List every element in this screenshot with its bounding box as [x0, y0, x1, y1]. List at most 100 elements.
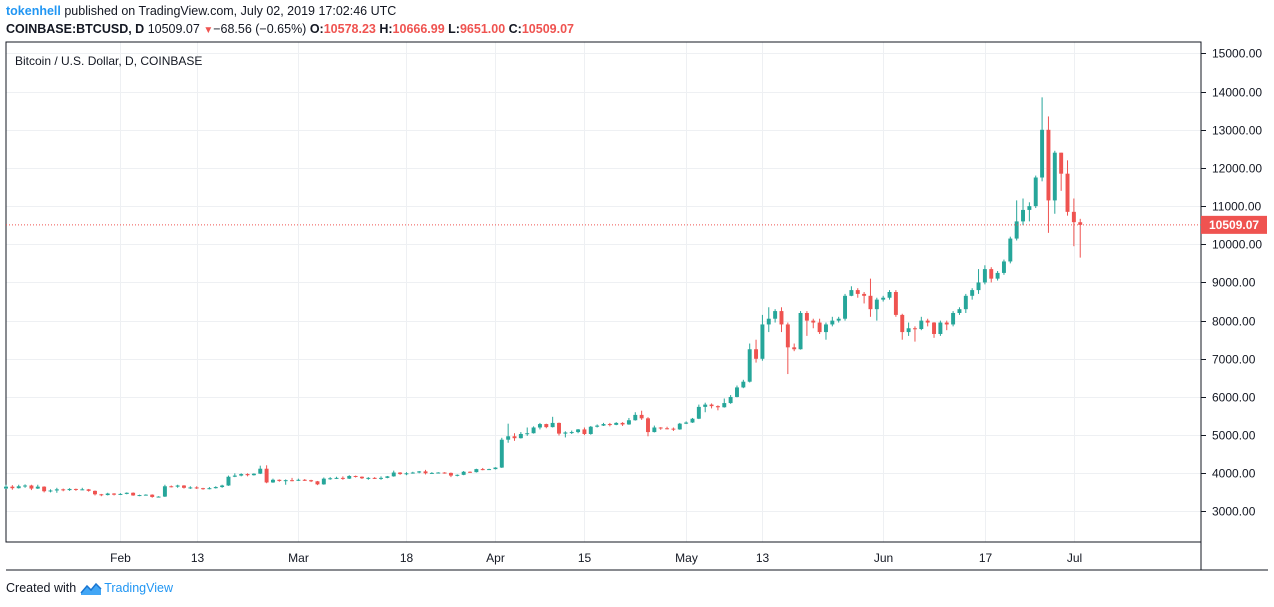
candle-body	[398, 472, 403, 475]
candle	[251, 473, 256, 476]
candle-body	[1052, 152, 1057, 201]
candle	[23, 484, 28, 488]
candle-body	[862, 293, 867, 296]
ohlc-legend: COINBASE:BTCUSD, D 10509.07 ▼−68.56 (−0.…	[6, 22, 574, 36]
candle-body	[843, 295, 848, 319]
y-tick-label: 13000.00	[1212, 124, 1262, 138]
candle-body	[557, 422, 561, 434]
candle	[684, 421, 689, 425]
candle-body	[23, 485, 28, 487]
candle	[283, 479, 288, 485]
candle-body	[245, 474, 250, 476]
candle-body	[436, 472, 441, 474]
candle-body	[328, 478, 333, 480]
candle-body	[563, 432, 568, 434]
candle	[258, 465, 263, 475]
candle	[398, 472, 403, 475]
x-tick-label: Jun	[874, 551, 893, 565]
candle	[67, 488, 72, 491]
candle-body	[849, 290, 854, 296]
candle	[576, 429, 581, 434]
candle	[1008, 236, 1013, 264]
candle-body	[54, 489, 59, 491]
candle-body	[741, 381, 746, 388]
candle-body	[989, 269, 994, 279]
candle-body	[131, 492, 136, 496]
tradingview-logo-icon[interactable]	[80, 582, 102, 596]
candle-body	[792, 347, 797, 350]
tradingview-brand[interactable]: TradingView	[104, 581, 173, 595]
low-value: 9651.00	[459, 22, 506, 36]
candle-body	[607, 424, 612, 426]
candle-body	[601, 424, 606, 426]
candle	[506, 423, 511, 443]
candle	[932, 322, 937, 338]
candle-body	[391, 472, 396, 477]
candle	[804, 311, 809, 336]
candle	[741, 379, 746, 389]
candle-body	[334, 477, 339, 479]
candle	[830, 316, 835, 327]
symbol-label[interactable]: COINBASE:BTCUSD, D	[6, 22, 145, 36]
candle-body	[499, 439, 504, 468]
candle-body	[595, 425, 600, 427]
candle	[607, 422, 612, 427]
candle-body	[10, 486, 15, 489]
candle-body	[93, 490, 97, 495]
candle-body	[824, 324, 828, 333]
candle	[359, 476, 364, 480]
candle	[379, 476, 383, 480]
candle-body	[442, 472, 447, 474]
candle	[557, 422, 561, 436]
candle-body	[620, 422, 625, 425]
candle	[105, 492, 110, 496]
candle	[1046, 116, 1051, 233]
price-axis[interactable]: 3000.00 4000.00 5000.00 6000.00 7000.00 8000.…	[1201, 47, 1262, 519]
candle	[417, 471, 422, 474]
candle	[143, 494, 148, 496]
x-tick-label: May	[675, 551, 698, 565]
candle	[385, 475, 390, 479]
candle	[595, 424, 600, 428]
y-tick-label: 9000.00	[1212, 276, 1256, 290]
y-tick-label: 10000.00	[1212, 238, 1262, 252]
candle	[569, 430, 574, 434]
author-name[interactable]: tokenhell	[6, 4, 61, 18]
candle-body	[372, 477, 377, 479]
candle-body	[4, 486, 8, 489]
candle	[518, 432, 523, 439]
candle-body	[448, 472, 453, 476]
candle-body	[709, 404, 714, 407]
candle-body	[264, 468, 269, 483]
close-label: C:	[508, 22, 522, 36]
open-value: 10578.23	[323, 22, 376, 36]
change-value: −68.56 (−0.65%)	[213, 22, 307, 36]
candle	[499, 437, 504, 468]
candle-body	[671, 428, 676, 430]
candle	[340, 476, 345, 480]
y-tick-label: 7000.00	[1212, 353, 1256, 367]
candle	[182, 485, 186, 489]
candle	[347, 475, 352, 480]
candle-body	[747, 349, 752, 382]
candle-body	[1008, 238, 1013, 262]
candle-body	[258, 468, 263, 474]
candle-body	[112, 493, 117, 495]
candle	[715, 405, 720, 411]
candle	[10, 485, 15, 490]
candle-body	[429, 472, 434, 474]
candle	[264, 465, 269, 484]
candle	[334, 476, 339, 480]
candle-body	[938, 322, 943, 334]
candle	[811, 318, 816, 329]
candle-body	[582, 429, 587, 434]
candle	[162, 484, 167, 497]
candle	[887, 290, 892, 300]
candle	[99, 493, 104, 497]
candle	[862, 292, 867, 304]
candle	[582, 427, 587, 436]
candle	[404, 472, 409, 476]
time-axis[interactable]: Feb 13 Mar 18 Apr 15 May 13 Jun 17 Jul	[110, 551, 1082, 565]
candle	[646, 417, 650, 437]
